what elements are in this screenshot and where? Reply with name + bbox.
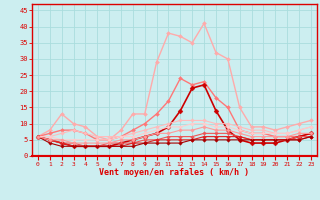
X-axis label: Vent moyen/en rafales ( km/h ): Vent moyen/en rafales ( km/h ) [100, 168, 249, 177]
